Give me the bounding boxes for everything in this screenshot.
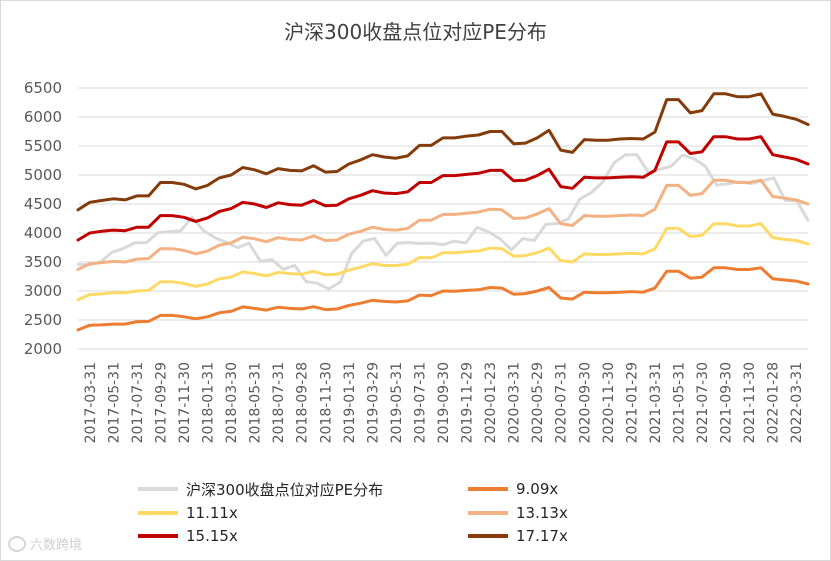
- legend-swatch-4: [138, 534, 178, 538]
- legend-item-series-5[interactable]: 17.17x: [468, 526, 568, 546]
- x-tick-label-14: 2019-07-31: [413, 362, 429, 443]
- legend-item-series-1[interactable]: 9.09x: [468, 479, 558, 499]
- x-tick-label-24: 2021-03-31: [648, 362, 664, 443]
- x-tick-label-5: 2018-01-31: [201, 362, 217, 443]
- series-line-5: [76, 92, 810, 212]
- legend-swatch-2: [138, 511, 178, 515]
- legend-label-4: 15.15x: [186, 527, 238, 545]
- series-line-2: [76, 222, 810, 302]
- x-tick-label-18: 2020-03-31: [507, 362, 523, 443]
- x-tick-label-6: 2018-03-30: [224, 362, 240, 443]
- y-tick-label-3000: 3000: [24, 282, 62, 300]
- legend-label-5: 17.17x: [516, 527, 568, 545]
- series-line-4: [76, 135, 810, 242]
- y-tick-label-3500: 3500: [24, 253, 62, 271]
- x-tick-label-10: 2018-11-30: [318, 362, 334, 443]
- legend-swatch-1: [468, 487, 508, 491]
- x-tick-label-1: 2017-05-31: [106, 362, 122, 443]
- x-tick-label-11: 2019-01-31: [342, 362, 358, 443]
- y-tick-label-5000: 5000: [24, 166, 62, 184]
- watermark: 六数跨境: [8, 534, 82, 553]
- legend-label-1: 9.09x: [516, 480, 559, 498]
- legend-label-3: 13.13x: [516, 504, 568, 522]
- legend-item-series-2[interactable]: 11.11x: [138, 503, 238, 523]
- x-tick-label-15: 2019-09-30: [436, 362, 452, 443]
- x-tick-label-28: 2021-11-30: [742, 362, 758, 443]
- y-tick-label-4000: 4000: [24, 224, 62, 242]
- x-tick-label-23: 2021-01-29: [624, 362, 640, 443]
- legend-item-series-4[interactable]: 15.15x: [138, 526, 238, 546]
- x-tick-label-0: 2017-03-31: [83, 362, 99, 443]
- legend-item-series-0[interactable]: 沪深300收盘点位对应PE分布: [138, 479, 383, 499]
- legend-item-series-3[interactable]: 13.13x: [468, 503, 568, 523]
- legend-label-2: 11.11x: [186, 504, 238, 522]
- legend-swatch-3: [468, 511, 508, 515]
- series-line-3: [76, 178, 810, 271]
- x-tick-label-26: 2021-07-30: [695, 362, 711, 443]
- x-tick-label-22: 2020-11-30: [601, 362, 617, 443]
- x-tick-label-17: 2020-01-23: [483, 362, 499, 443]
- legend-swatch-5: [468, 534, 508, 538]
- x-tick-label-27: 2021-09-30: [719, 362, 735, 443]
- x-tick-label-29: 2022-01-28: [766, 362, 782, 443]
- y-tick-label-5500: 5500: [24, 137, 62, 155]
- legend-label-0: 沪深300收盘点位对应PE分布: [186, 480, 384, 499]
- x-tick-label-30: 2022-03-31: [789, 362, 805, 443]
- x-tick-label-25: 2021-05-31: [672, 362, 688, 443]
- x-tick-label-4: 2017-11-30: [177, 362, 193, 443]
- x-tick-label-9: 2018-09-28: [295, 362, 311, 443]
- series-line-1: [76, 266, 810, 332]
- x-tick-label-21: 2020-09-30: [577, 362, 593, 443]
- chart-title: 沪深300收盘点位对应PE分布: [284, 20, 547, 44]
- watermark-logo-icon: [8, 535, 26, 552]
- x-tick-label-2: 2017-07-31: [130, 362, 146, 443]
- x-tick-label-13: 2019-05-31: [389, 362, 405, 443]
- x-tick-label-19: 2020-05-29: [530, 362, 546, 443]
- legend-swatch-0: [138, 487, 178, 491]
- x-tick-label-3: 2017-09-29: [153, 362, 169, 443]
- x-tick-label-20: 2020-07-31: [554, 362, 570, 443]
- series-line-0: [76, 153, 810, 291]
- watermark-text: 六数跨境: [30, 538, 83, 553]
- y-tick-label-6500: 6500: [24, 79, 62, 97]
- y-tick-label-2500: 2500: [24, 311, 62, 329]
- y-tick-label-4500: 4500: [24, 195, 62, 213]
- y-tick-label-6000: 6000: [24, 108, 62, 126]
- x-tick-label-7: 2018-05-31: [248, 362, 264, 443]
- y-tick-label-2000: 2000: [24, 340, 62, 358]
- x-tick-label-12: 2019-03-29: [365, 362, 381, 443]
- x-tick-label-8: 2018-07-31: [271, 362, 287, 443]
- x-tick-label-16: 2019-11-29: [460, 362, 476, 443]
